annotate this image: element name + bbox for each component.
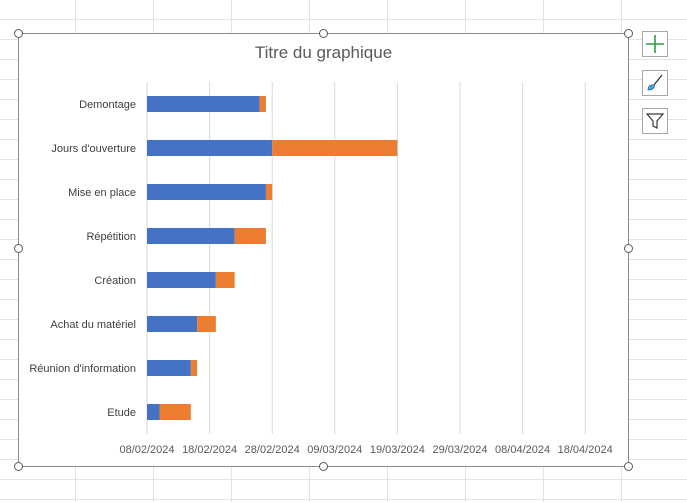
category-label: Jours d'ouverture — [51, 143, 136, 155]
x-tick-label: 19/03/2024 — [370, 444, 425, 456]
resize-handle-bottom[interactable] — [319, 462, 328, 471]
resize-handle-bottom-right[interactable] — [624, 462, 633, 471]
x-tick-label: 18/02/2024 — [182, 444, 237, 456]
bar-offset — [147, 360, 191, 376]
x-tick-label: 18/04/2024 — [558, 444, 613, 456]
x-tick-label: 08/04/2024 — [495, 444, 550, 456]
bar-offset — [147, 272, 216, 288]
x-tick-label: 29/03/2024 — [432, 444, 487, 456]
category-label: Création — [94, 275, 136, 287]
category-label: Mise en place — [68, 187, 136, 199]
resize-handle-top-right[interactable] — [624, 29, 633, 38]
chart-styles-button[interactable] — [642, 70, 668, 96]
chart-filters-button[interactable] — [642, 108, 668, 134]
bar-offset — [147, 140, 273, 156]
bar-duration — [197, 316, 216, 332]
category-label: Demontage — [79, 99, 136, 111]
category-label: Répétition — [86, 231, 136, 243]
paintbrush-icon — [647, 74, 663, 91]
plot-area: 08/02/2024 18/02/2024 28/02/2024 09/03/2024… — [29, 82, 613, 456]
category-label: Achat du matériel — [50, 319, 136, 331]
bar-offset — [147, 316, 198, 332]
bar-duration — [272, 140, 398, 156]
bar-offset — [147, 228, 235, 244]
resize-handle-right[interactable] — [624, 244, 633, 253]
chart-area[interactable]: Titre du graphique 08/02/2024 18/02/2024 2… — [18, 33, 629, 467]
bar-duration — [190, 360, 198, 376]
resize-handle-left[interactable] — [14, 244, 23, 253]
bar-offset — [147, 184, 266, 200]
x-tick-label: 08/02/2024 — [119, 444, 174, 456]
plus-icon — [646, 35, 664, 53]
funnel-icon — [645, 113, 665, 129]
resize-handle-top[interactable] — [319, 29, 328, 38]
category-label: Réunion d'information — [29, 363, 136, 375]
bar-duration — [259, 96, 266, 112]
chart-elements-button[interactable] — [642, 31, 668, 57]
resize-handle-top-left[interactable] — [14, 29, 23, 38]
bar-duration — [215, 272, 235, 288]
chart-title[interactable]: Titre du graphique — [254, 43, 393, 62]
x-tick-label: 28/02/2024 — [245, 444, 300, 456]
bar-duration — [234, 228, 266, 244]
resize-handle-bottom-left[interactable] — [14, 462, 23, 471]
bar-duration — [265, 184, 273, 200]
bar-duration — [159, 404, 191, 420]
x-tick-label: 09/03/2024 — [307, 444, 362, 456]
category-label: Etude — [107, 407, 136, 419]
bar-offset — [147, 404, 160, 420]
bar-offset — [147, 96, 260, 112]
